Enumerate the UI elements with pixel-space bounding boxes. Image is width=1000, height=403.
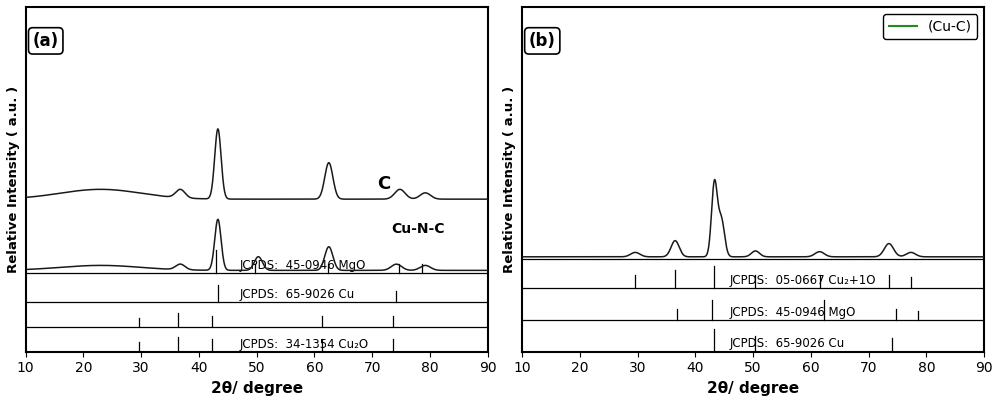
Text: JCPDS:  65-9026 Cu: JCPDS: 65-9026 Cu [730, 337, 845, 349]
Text: Cu-N-C: Cu-N-C [392, 222, 445, 237]
Text: (a): (a) [33, 32, 59, 50]
X-axis label: 2θ/ degree: 2θ/ degree [707, 381, 799, 396]
Legend: (Cu-C): (Cu-C) [883, 14, 977, 39]
Text: JCPDS:  05-0667 Cu₂+1O: JCPDS: 05-0667 Cu₂+1O [730, 274, 877, 287]
Text: C: C [377, 175, 390, 193]
Text: JCPDS:  45-0946 MgO: JCPDS: 45-0946 MgO [239, 258, 366, 272]
Text: JCPDS:  45-0946 MgO: JCPDS: 45-0946 MgO [730, 306, 856, 319]
Y-axis label: Relative Intensity ( a.u. ): Relative Intensity ( a.u. ) [7, 86, 20, 273]
Text: JCPDS:  34-1354 Cu₂O: JCPDS: 34-1354 Cu₂O [239, 338, 368, 351]
Y-axis label: Relative Intensity ( a.u. ): Relative Intensity ( a.u. ) [503, 86, 516, 273]
Text: JCPDS:  65-9026 Cu: JCPDS: 65-9026 Cu [239, 288, 355, 301]
X-axis label: 2θ/ degree: 2θ/ degree [211, 381, 303, 396]
Text: (b): (b) [529, 32, 556, 50]
